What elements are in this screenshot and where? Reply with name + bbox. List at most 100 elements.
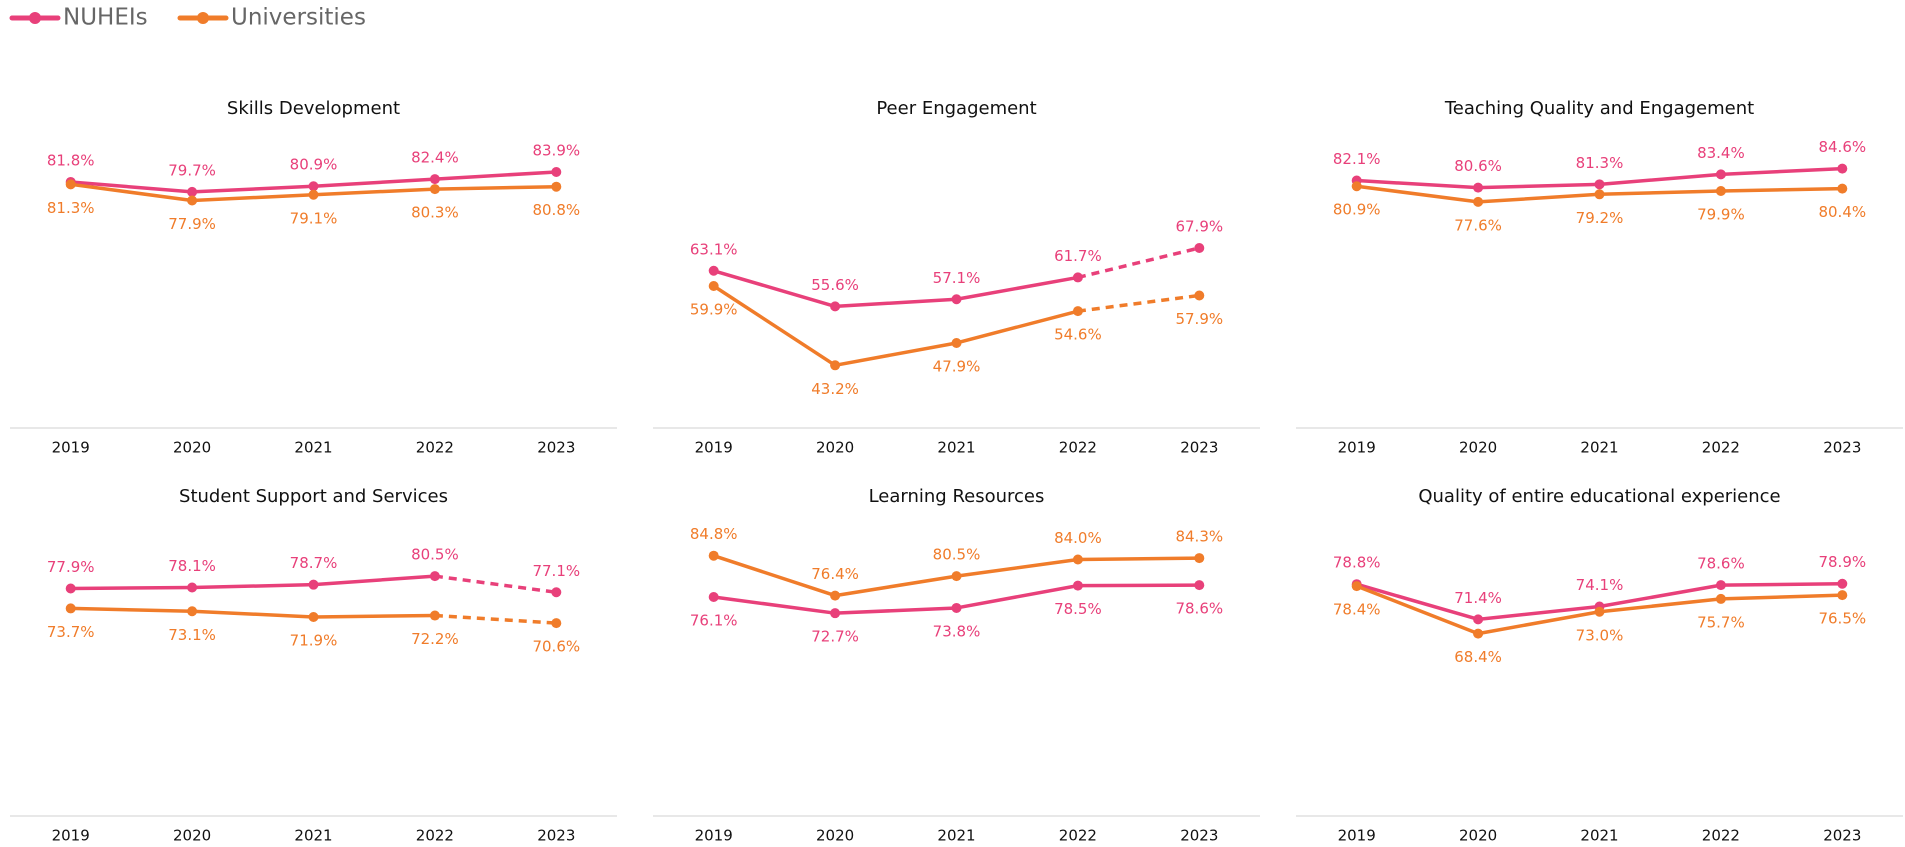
data-label: 78.6% bbox=[1697, 555, 1745, 573]
x-tick-label: 2022 bbox=[1059, 827, 1097, 845]
point bbox=[65, 179, 76, 190]
point bbox=[1072, 272, 1083, 283]
data-label: 68.4% bbox=[1454, 648, 1502, 666]
data-label: 43.2% bbox=[811, 380, 859, 398]
point bbox=[951, 571, 962, 582]
point bbox=[429, 174, 440, 185]
data-label: 74.1% bbox=[1576, 576, 1624, 594]
point bbox=[951, 294, 962, 305]
data-label: 83.4% bbox=[1697, 144, 1745, 162]
data-label: 75.7% bbox=[1697, 613, 1745, 631]
data-label: 67.9% bbox=[1175, 217, 1223, 235]
data-label: 73.8% bbox=[933, 622, 981, 640]
x-tick-label: 2021 bbox=[937, 827, 975, 845]
data-label: 78.9% bbox=[1818, 553, 1866, 571]
legend-dot bbox=[197, 12, 209, 24]
data-label: 73.1% bbox=[168, 626, 216, 644]
x-tick-label: 2022 bbox=[1059, 439, 1097, 457]
chart-title: Student Support and Services bbox=[179, 486, 448, 507]
point bbox=[1473, 196, 1484, 207]
point bbox=[65, 583, 76, 594]
point bbox=[187, 186, 198, 197]
data-label: 73.7% bbox=[47, 623, 95, 641]
data-label: 78.4% bbox=[1333, 601, 1381, 619]
data-label: 79.1% bbox=[290, 209, 338, 227]
point bbox=[1194, 580, 1205, 591]
x-tick-label: 2020 bbox=[173, 439, 211, 457]
point bbox=[1837, 183, 1848, 194]
point bbox=[1594, 179, 1605, 190]
data-label: 80.6% bbox=[1454, 157, 1502, 175]
chart-title: Peer Engagement bbox=[876, 98, 1036, 119]
series-line-dashed bbox=[1077, 246, 1200, 280]
data-label: 78.8% bbox=[1333, 554, 1381, 572]
x-tick-label: 2019 bbox=[1338, 439, 1376, 457]
point bbox=[1594, 606, 1605, 617]
point bbox=[830, 301, 841, 312]
data-label: 82.1% bbox=[1333, 150, 1381, 168]
point bbox=[830, 590, 841, 601]
point bbox=[1594, 189, 1605, 200]
data-label: 73.0% bbox=[1576, 626, 1624, 644]
point bbox=[308, 611, 319, 622]
data-label: 79.9% bbox=[1697, 205, 1745, 223]
data-label: 55.6% bbox=[811, 276, 859, 294]
point bbox=[708, 550, 719, 561]
data-label: 78.6% bbox=[1175, 600, 1223, 618]
point bbox=[830, 608, 841, 619]
data-label: 77.6% bbox=[1454, 216, 1502, 234]
data-label: 61.7% bbox=[1054, 247, 1102, 265]
x-tick-label: 2020 bbox=[816, 439, 854, 457]
data-label: 82.4% bbox=[411, 149, 459, 167]
data-label: 80.5% bbox=[933, 546, 981, 564]
data-label: 70.6% bbox=[532, 638, 580, 656]
point bbox=[1837, 590, 1848, 601]
data-label: 63.1% bbox=[690, 240, 738, 258]
data-label: 78.7% bbox=[290, 554, 338, 572]
legend-label: NUHEIs bbox=[63, 5, 148, 31]
chart-title: Teaching Quality and Engagement bbox=[1444, 98, 1754, 119]
point bbox=[1072, 306, 1083, 317]
x-tick-label: 2023 bbox=[1180, 439, 1218, 457]
data-label: 76.1% bbox=[690, 612, 738, 630]
point bbox=[551, 181, 562, 192]
data-label: 54.6% bbox=[1054, 326, 1102, 344]
x-tick-label: 2023 bbox=[537, 439, 575, 457]
data-label: 57.9% bbox=[1175, 310, 1223, 328]
x-tick-label: 2021 bbox=[1580, 827, 1618, 845]
x-tick-label: 2020 bbox=[1459, 827, 1497, 845]
data-label: 78.5% bbox=[1054, 600, 1102, 618]
x-tick-label: 2019 bbox=[52, 439, 90, 457]
point bbox=[1351, 581, 1362, 592]
series-line bbox=[712, 284, 1079, 368]
point bbox=[1194, 290, 1205, 301]
legend-label: Universities bbox=[231, 5, 366, 31]
x-tick-label: 2020 bbox=[1459, 439, 1497, 457]
point bbox=[187, 195, 198, 206]
point bbox=[1194, 553, 1205, 564]
legend-dot bbox=[29, 12, 41, 24]
data-label: 57.1% bbox=[933, 269, 981, 287]
point bbox=[1072, 580, 1083, 591]
x-tick-label: 2021 bbox=[294, 827, 332, 845]
point bbox=[551, 618, 562, 629]
x-tick-label: 2019 bbox=[695, 827, 733, 845]
data-label: 76.4% bbox=[811, 565, 859, 583]
x-tick-label: 2022 bbox=[1702, 827, 1740, 845]
x-tick-label: 2023 bbox=[1180, 827, 1218, 845]
x-tick-label: 2023 bbox=[1823, 827, 1861, 845]
point bbox=[1837, 163, 1848, 174]
data-label: 81.3% bbox=[1576, 154, 1624, 172]
data-label: 79.2% bbox=[1576, 209, 1624, 227]
data-label: 80.9% bbox=[1333, 201, 1381, 219]
x-tick-label: 2021 bbox=[1580, 439, 1618, 457]
chart-title: Learning Resources bbox=[869, 486, 1045, 507]
chart-title: Quality of entire educational experience bbox=[1418, 486, 1780, 507]
point bbox=[551, 166, 562, 177]
x-tick-label: 2020 bbox=[816, 827, 854, 845]
point bbox=[308, 181, 319, 192]
data-label: 80.8% bbox=[532, 201, 580, 219]
point bbox=[1715, 580, 1726, 591]
x-tick-label: 2022 bbox=[416, 439, 454, 457]
